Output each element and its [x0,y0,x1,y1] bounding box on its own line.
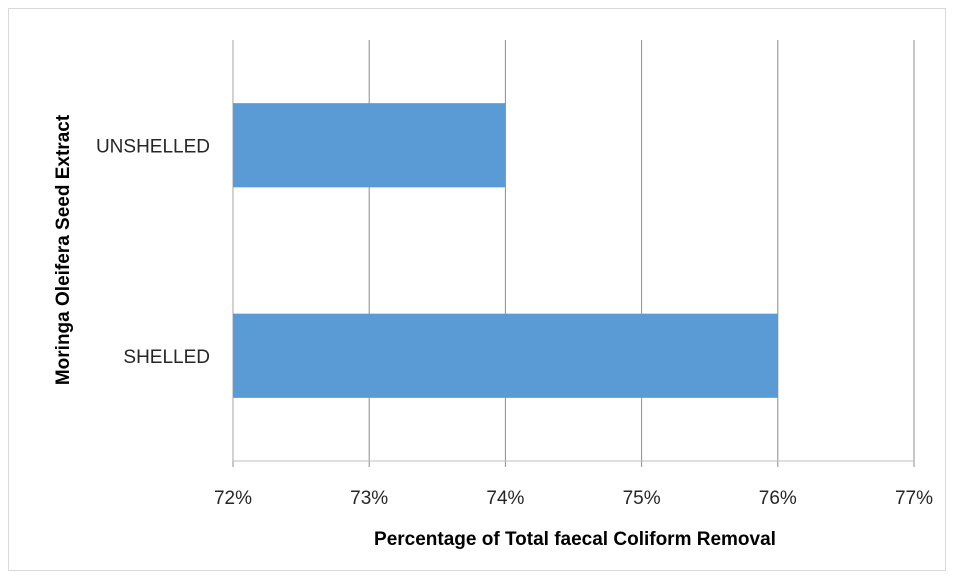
x-tick-label: 73% [350,488,388,509]
y-axis-title: Moringa Oleifera Seed Extract [53,114,74,385]
x-axis-title: Percentage of Total faecal Coliform Remo… [374,529,776,550]
bar-shelled [233,313,778,398]
category-labels: SHELLED UNSHELLED [96,136,210,368]
chart-frame [8,8,946,571]
x-tick-label: 72% [214,488,252,509]
bars [233,103,778,398]
x-tick-label: 77% [895,488,933,509]
x-tick-label: 76% [759,488,797,509]
x-tick-label: 74% [486,488,524,509]
category-label-unshelled: UNSHELLED [96,136,210,157]
category-label-shelled: SHELLED [123,347,210,368]
x-tick-label: 75% [623,488,661,509]
bar-unshelled [233,103,506,188]
x-tick-labels: 72% 73% 74% 75% 76% 77% [214,488,933,509]
